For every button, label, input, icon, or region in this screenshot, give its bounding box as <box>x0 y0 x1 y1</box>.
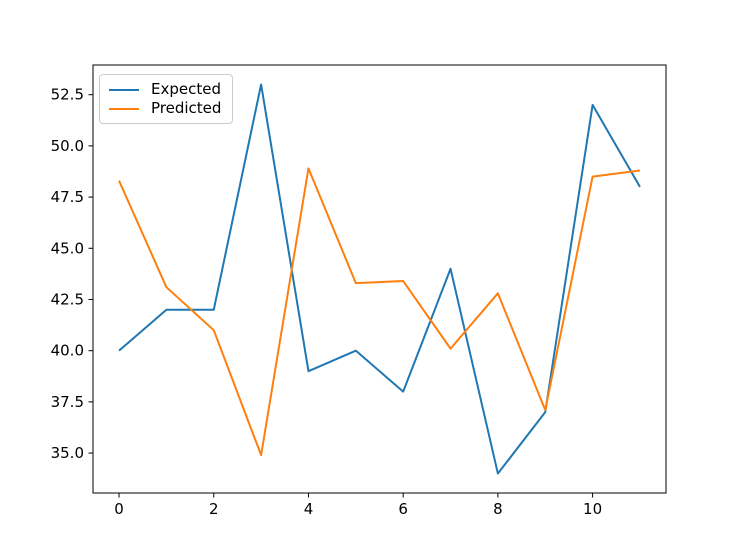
y-tick-label: 52.5 <box>51 86 84 104</box>
x-tick-label: 4 <box>304 500 314 518</box>
x-tick-label: 2 <box>209 500 219 518</box>
x-tick-label: 0 <box>114 500 124 518</box>
y-tick-label: 35.0 <box>51 444 84 462</box>
legend-entry-expected: Expected <box>109 80 224 99</box>
plot-lines <box>118 83 641 475</box>
legend-label-predicted: Predicted <box>151 99 222 117</box>
y-tick-label: 45.0 <box>51 239 84 257</box>
y-tick-label: 47.5 <box>51 188 84 206</box>
axis-ticks <box>88 94 594 498</box>
legend-line-sample-predicted <box>109 107 139 110</box>
axes-frame <box>92 64 667 494</box>
x-tick-label: 8 <box>493 500 503 518</box>
legend: Expected Predicted <box>99 74 233 124</box>
x-tick-label: 10 <box>583 500 602 518</box>
axis-tick-labels: 0 2 4 6 8 10 35.0 37.5 40.0 42.5 45.0 47.5 50.0 52.5 <box>51 86 603 518</box>
y-tick-label: 50.0 <box>51 137 84 155</box>
legend-line-sample-expected <box>109 88 139 91</box>
y-tick-label: 40.0 <box>51 342 84 360</box>
series-line-predicted <box>118 167 641 457</box>
x-tick-label: 6 <box>398 500 408 518</box>
y-tick-label: 37.5 <box>51 393 84 411</box>
legend-label-expected: Expected <box>151 80 221 98</box>
axes-spines <box>92 64 667 494</box>
y-tick-label: 42.5 <box>51 290 84 308</box>
series-line-expected <box>118 83 641 475</box>
legend-entry-predicted: Predicted <box>109 99 224 118</box>
